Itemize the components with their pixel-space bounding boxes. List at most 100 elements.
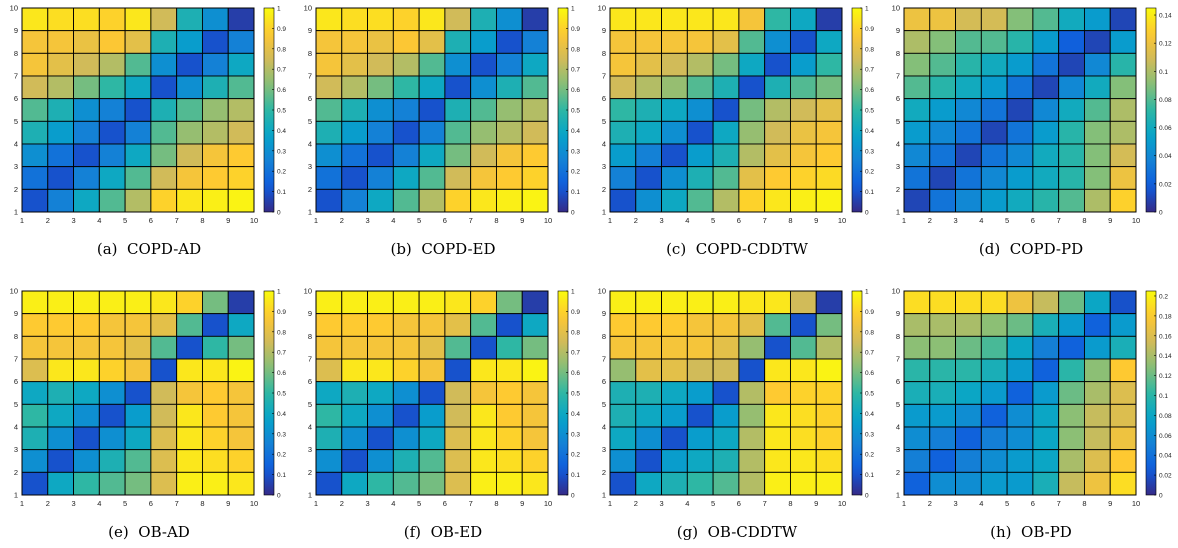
heatmap-cell — [227, 449, 255, 473]
heatmap-cell — [815, 120, 843, 145]
heatmap-cell — [47, 290, 75, 315]
y-tick-label: 8 — [896, 49, 900, 58]
heatmap-cell — [124, 449, 152, 473]
y-tick-label: 2 — [896, 185, 900, 194]
heatmap-cell — [712, 120, 740, 145]
heatmap-cell — [661, 403, 688, 428]
heatmap-cell — [341, 381, 369, 405]
heatmap-panel-copd-pd: 1 2 3 4 5 6 7 8 9 10 1 2 3 4 5 6 7 8 9 10 0 0.02 0.04 0.06 0.08 0… — [886, 0, 1176, 265]
heatmap-cell — [712, 75, 740, 100]
heatmap-cell — [789, 166, 817, 190]
heatmap-cell — [150, 188, 178, 213]
heatmap-cell — [1109, 290, 1137, 315]
heatmap-cell — [150, 381, 178, 405]
heatmap-cell — [521, 120, 549, 145]
x-tick-label: 2 — [340, 216, 344, 225]
heatmap-panel-ob-ad: 1 2 3 4 5 6 7 8 9 10 1 2 3 4 5 6 7 8 9 10 0 0.1 0.2 0.3 0.4 0.5 0.… — [4, 283, 294, 548]
heatmap-cell — [1083, 98, 1111, 122]
heatmap-cell — [712, 143, 740, 168]
heatmap-cell — [367, 30, 394, 54]
heatmap-cell — [955, 166, 982, 190]
heatmap-cell — [21, 120, 49, 145]
colorbar-tick-label: 0.5 — [865, 391, 874, 398]
y-tick-label: 5 — [602, 400, 606, 409]
heatmap-cell — [789, 98, 817, 122]
heatmap-cell — [315, 98, 343, 122]
colorbar-tick-label: 0 — [571, 210, 575, 217]
heatmap-cell — [150, 98, 178, 122]
heatmap-cell — [1006, 313, 1034, 337]
colorbar-tick-label: 1 — [571, 6, 575, 13]
heatmap-cell — [47, 143, 75, 168]
heatmap-cell — [392, 30, 420, 54]
x-tick-label: 6 — [443, 499, 447, 508]
colorbar-tick-label: 0.2 — [571, 169, 580, 176]
heatmap-cell — [955, 290, 982, 315]
heatmap-cell — [367, 188, 394, 213]
x-tick-label: 7 — [469, 499, 473, 508]
x-tick-label: 4 — [979, 499, 983, 508]
heatmap-cell — [609, 75, 637, 100]
heatmap-cell — [392, 313, 420, 337]
heatmap-cell — [1032, 313, 1060, 337]
heatmap-cell — [1109, 30, 1137, 54]
heatmap-cell — [712, 290, 740, 315]
plot-frame — [903, 290, 1137, 496]
heatmap-cell — [495, 381, 523, 405]
colorbar-tick-label: 0.8 — [277, 46, 286, 53]
heatmap-cell — [73, 7, 100, 32]
colorbar-tick-label: 0 — [1159, 210, 1163, 217]
heatmap-cell — [661, 358, 688, 383]
colorbar — [1145, 7, 1157, 213]
heatmap-cell — [1058, 98, 1085, 122]
heatmap-cell — [789, 75, 817, 100]
heatmap-cell — [495, 120, 523, 145]
x-tick-label: 1 — [314, 499, 318, 508]
heatmap-cell — [470, 120, 497, 145]
heatmap-cell — [764, 166, 791, 190]
y-tick-label: 7 — [602, 72, 606, 81]
y-tick-label: 1 — [602, 491, 606, 500]
heatmap-cell — [1032, 143, 1060, 168]
y-tick-label: 10 — [304, 287, 312, 296]
heatmap-cell — [609, 52, 637, 77]
heatmap-cell — [815, 7, 843, 32]
heatmap-cell — [98, 403, 126, 428]
heatmap-cell — [176, 313, 203, 337]
colorbar-tick-label: 0.8 — [865, 329, 874, 336]
heatmap-cell — [609, 166, 637, 190]
heatmap-cell — [470, 313, 497, 337]
heatmap-cell — [315, 335, 343, 360]
heatmap-cell — [661, 30, 688, 54]
heatmap-cell — [521, 98, 549, 122]
heatmap-cell — [176, 381, 203, 405]
heatmap-cell — [124, 75, 152, 100]
heatmap-cell — [470, 381, 497, 405]
colorbar-tick-label: 0 — [277, 210, 281, 217]
colorbar-tick-label: 0.2 — [277, 452, 286, 459]
colorbar-tick-label: 0.08 — [1159, 97, 1172, 104]
heatmap-cell — [341, 188, 369, 213]
heatmap-cell — [201, 313, 229, 337]
heatmap-cell — [521, 426, 549, 451]
heatmap-cell — [418, 52, 446, 77]
heatmap-cell — [124, 403, 152, 428]
x-tick-label: 4 — [685, 216, 689, 225]
y-tick-label: 2 — [602, 185, 606, 194]
heatmap-cell — [789, 335, 817, 360]
heatmap-cell — [1083, 188, 1111, 213]
x-tick-label: 5 — [711, 499, 715, 508]
heatmap-cell — [815, 75, 843, 100]
heatmap-cell — [227, 98, 255, 122]
heatmap-cell — [955, 75, 982, 100]
heatmap-cell — [815, 449, 843, 473]
heatmap-cell — [903, 358, 931, 383]
heatmap-cell — [903, 403, 931, 428]
heatmap-cell — [1032, 52, 1060, 77]
colorbar-tick-label: 0.3 — [571, 431, 580, 438]
heatmap-cell — [1083, 313, 1111, 337]
heatmap-cell — [903, 52, 931, 77]
heatmap-cell — [789, 403, 817, 428]
heatmap-cell — [418, 7, 446, 32]
heatmap-cell — [1058, 358, 1085, 383]
